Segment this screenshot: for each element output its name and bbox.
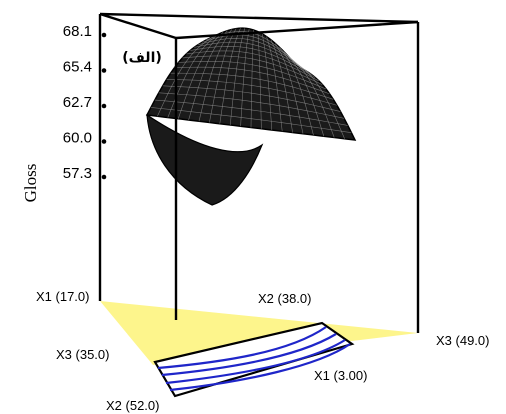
surface-mesh-line [186,50,319,82]
vertex-label-x2-mid: X2 (38.0) [258,291,311,306]
z-axis-title: Gloss [21,164,40,203]
z-tick-label: 60.0 [63,130,92,147]
base-triangle [100,301,418,365]
figure-annotation: (الف) [122,50,162,66]
surface-mesh-line [190,46,316,78]
contour-line [161,333,337,377]
surface-mesh-line [174,66,330,95]
surface-mesh-line [178,61,327,90]
surface-mesh-line [154,99,348,126]
frame-edge [175,20,419,40]
frame-edge [99,12,419,24]
surface-mesh-line [162,85,341,112]
vertex-label-x1-right: X1 (3.00) [314,368,367,383]
z-tick-mark [101,68,107,73]
surface-fill [145,27,357,141]
z-tick-label: 62.7 [63,94,92,111]
plot-frame [98,12,420,333]
z-tick-label: 57.3 [63,165,92,182]
z-tick-label: 65.4 [63,59,92,76]
z-tick-mark [101,174,107,180]
z-tick-label: 68.1 [63,23,92,40]
surface-mesh-line [170,72,334,100]
vertex-label-x1-top: X1 (17.0) [36,289,89,304]
surface-mesh-line [166,78,337,106]
frame-edge [99,12,177,40]
response-surface [145,27,357,206]
surface-mesh-line [198,38,309,73]
z-tick-mark [101,32,107,38]
vertex-label-x3-right: X3 (49.0) [436,333,489,348]
vertex-label-x2-bottom: X2 (52.0) [106,398,159,413]
surface-mesh-line [182,55,323,85]
contour-line [157,326,327,370]
surface-mesh-line [158,92,345,119]
surface-lobe [146,113,264,206]
contour-line [169,343,351,392]
surface-mesh-line [202,34,305,71]
surface-mesh-line [194,41,312,75]
vertex-label-x3-left: X3 (35.0) [56,347,109,362]
z-tick-mark [101,139,107,144]
surface-mesh-line [150,107,352,133]
contour-line [165,339,346,385]
z-tick-mark [101,103,107,109]
